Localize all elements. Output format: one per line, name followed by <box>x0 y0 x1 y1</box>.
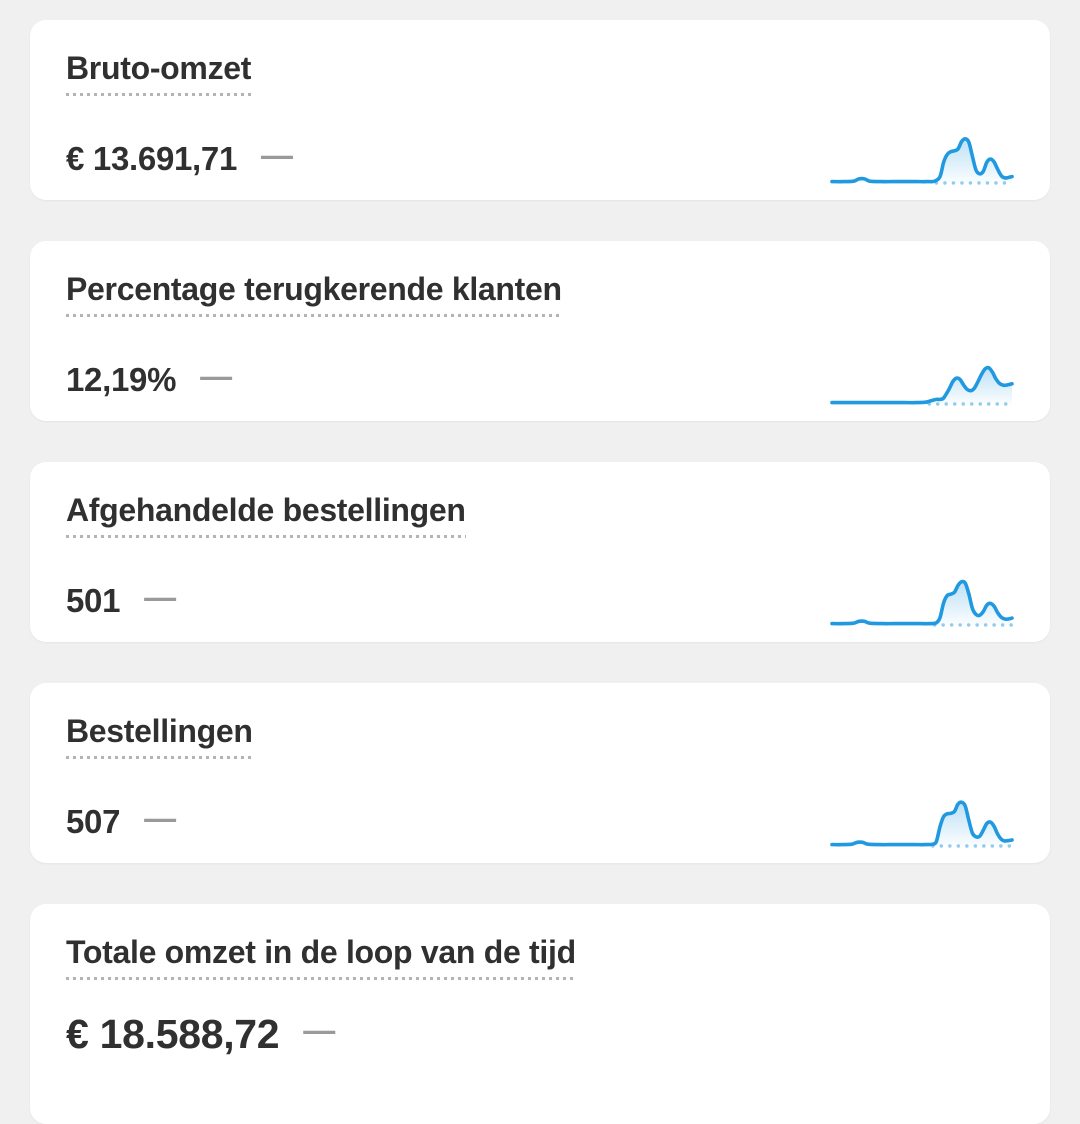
sparkline-chart <box>830 351 1014 409</box>
metric-row: 12,19% — <box>66 351 1014 409</box>
metric-value: 507 <box>66 802 121 840</box>
metric-card-totale-omzet: Totale omzet in de loop van de tijd € 18… <box>30 904 1050 1124</box>
metric-title[interactable]: Afgehandelde bestellingen <box>66 492 466 538</box>
metric-title[interactable]: Totale omzet in de loop van de tijd <box>66 934 576 980</box>
metric-value: 501 <box>66 581 121 619</box>
metric-card-afgehandelde-bestellingen: Afgehandelde bestellingen 501 — <box>30 462 1050 642</box>
metric-title[interactable]: Percentage terugkerende klanten <box>66 271 562 317</box>
no-change-dash: — <box>303 1012 336 1049</box>
metric-card-bruto-omzet: Bruto-omzet € 13.691,71 — <box>30 20 1050 200</box>
metric-card-bestellingen: Bestellingen 507 — <box>30 683 1050 863</box>
metric-value-group: € 18.588,72 — <box>66 1006 335 1062</box>
sparkline-chart <box>830 130 1014 188</box>
metric-title[interactable]: Bestellingen <box>66 713 253 759</box>
metric-value: 12,19% <box>66 360 177 398</box>
sparkline-chart <box>830 572 1014 630</box>
metric-value-group: 12,19% — <box>66 352 232 408</box>
metric-title[interactable]: Bruto-omzet <box>66 50 251 96</box>
no-change-dash: — <box>144 579 177 616</box>
no-change-dash: — <box>261 137 294 174</box>
metric-row: € 18.588,72 — <box>66 1006 1014 1062</box>
metric-row: 501 — <box>66 572 1014 630</box>
metric-row: 507 — <box>66 793 1014 851</box>
metric-value: € 13.691,71 <box>66 139 238 177</box>
sparkline-chart <box>830 793 1014 851</box>
metric-value-group: € 13.691,71 — <box>66 131 293 187</box>
no-change-dash: — <box>200 358 233 395</box>
metric-value: € 18.588,72 <box>66 1010 280 1057</box>
no-change-dash: — <box>144 800 177 837</box>
metric-card-terugkerende-klanten: Percentage terugkerende klanten 12,19% — <box>30 241 1050 421</box>
metric-row: € 13.691,71 — <box>66 130 1014 188</box>
metric-value-group: 501 — <box>66 573 176 629</box>
metric-value-group: 507 — <box>66 794 176 850</box>
